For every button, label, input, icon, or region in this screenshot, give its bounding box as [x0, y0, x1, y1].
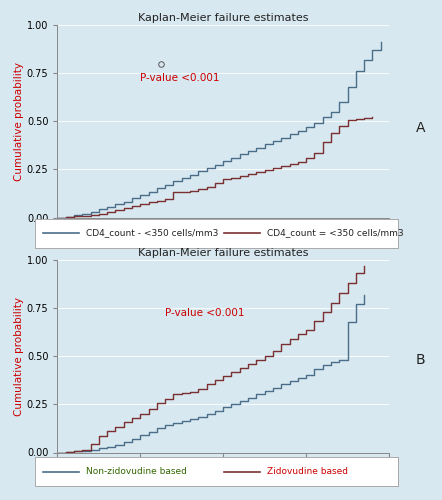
X-axis label: analysis time: analysis time	[189, 474, 258, 484]
Y-axis label: Cumulative probability: Cumulative probability	[14, 296, 24, 416]
Text: CD4_count - <350 cells/mm3: CD4_count - <350 cells/mm3	[86, 228, 218, 237]
Text: P-value <0.001: P-value <0.001	[141, 73, 220, 83]
Text: CD4_count = <350 cells/mm3: CD4_count = <350 cells/mm3	[267, 228, 404, 237]
Text: B: B	[415, 353, 425, 367]
Title: Kaplan-Meier failure estimates: Kaplan-Meier failure estimates	[138, 13, 309, 23]
Y-axis label: Cumulative probability: Cumulative probability	[14, 62, 24, 180]
Title: Kaplan-Meier failure estimates: Kaplan-Meier failure estimates	[138, 248, 309, 258]
X-axis label: Follow up time in month: Follow up time in month	[160, 240, 286, 250]
Text: A: A	[415, 120, 425, 134]
Text: Non-zidovudine based: Non-zidovudine based	[86, 467, 187, 476]
Text: P-value <0.001: P-value <0.001	[165, 308, 245, 318]
Text: Zidovudine based: Zidovudine based	[267, 467, 348, 476]
